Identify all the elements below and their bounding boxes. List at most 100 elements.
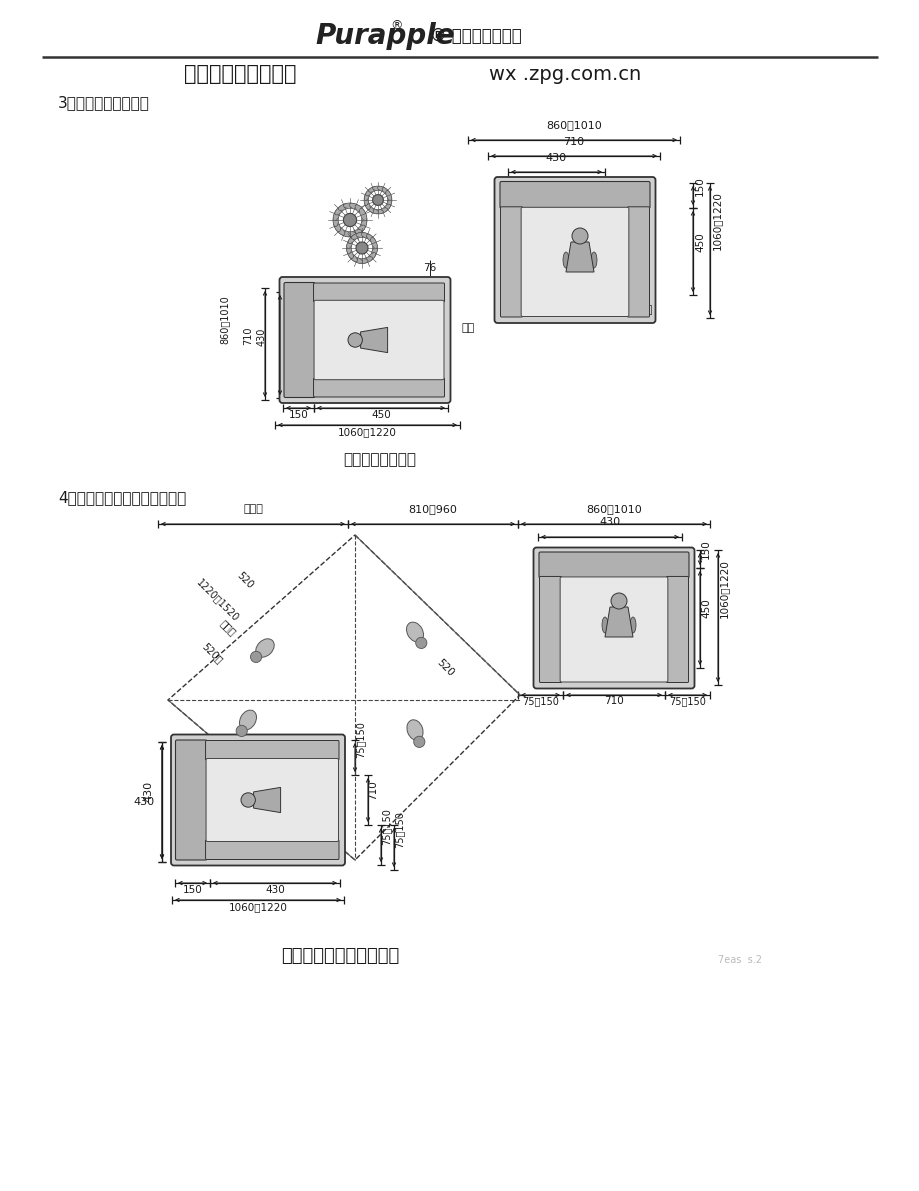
Text: 520～: 520～ bbox=[199, 641, 224, 666]
Text: 710: 710 bbox=[243, 326, 253, 345]
Ellipse shape bbox=[381, 204, 390, 212]
Text: 7eas  s.2: 7eas s.2 bbox=[717, 955, 761, 965]
Text: ®: ® bbox=[390, 19, 403, 32]
FancyBboxPatch shape bbox=[533, 548, 694, 688]
Ellipse shape bbox=[347, 235, 357, 243]
Ellipse shape bbox=[406, 719, 423, 741]
FancyBboxPatch shape bbox=[279, 278, 450, 403]
FancyBboxPatch shape bbox=[665, 576, 687, 682]
Ellipse shape bbox=[366, 235, 375, 243]
Ellipse shape bbox=[346, 237, 353, 249]
FancyBboxPatch shape bbox=[539, 551, 688, 578]
Text: 75～150: 75～150 bbox=[380, 809, 391, 844]
Text: 430: 430 bbox=[265, 885, 285, 894]
Ellipse shape bbox=[349, 230, 361, 237]
FancyBboxPatch shape bbox=[313, 283, 444, 301]
FancyBboxPatch shape bbox=[499, 181, 650, 208]
Ellipse shape bbox=[356, 232, 368, 237]
Text: 430: 430 bbox=[134, 797, 154, 807]
Ellipse shape bbox=[349, 204, 361, 211]
Text: 3、拐角处沙徧椅布置: 3、拐角处沙徧椅布置 bbox=[58, 95, 150, 111]
Text: 1060～1220: 1060～1220 bbox=[228, 902, 287, 912]
Ellipse shape bbox=[343, 231, 357, 237]
Text: 75～150: 75～150 bbox=[668, 696, 705, 706]
Ellipse shape bbox=[370, 237, 377, 249]
FancyBboxPatch shape bbox=[494, 177, 654, 323]
FancyBboxPatch shape bbox=[500, 207, 522, 317]
Ellipse shape bbox=[347, 252, 357, 262]
FancyBboxPatch shape bbox=[520, 207, 629, 317]
Ellipse shape bbox=[338, 204, 350, 211]
Circle shape bbox=[415, 637, 426, 649]
Ellipse shape bbox=[346, 242, 351, 254]
Circle shape bbox=[610, 593, 627, 609]
FancyBboxPatch shape bbox=[205, 741, 338, 760]
Text: 520: 520 bbox=[234, 569, 255, 590]
Circle shape bbox=[250, 651, 261, 662]
Ellipse shape bbox=[377, 208, 387, 213]
Text: 150: 150 bbox=[694, 176, 704, 195]
FancyBboxPatch shape bbox=[171, 735, 345, 866]
Text: 椅庨: 椅庨 bbox=[640, 305, 652, 314]
Text: 150: 150 bbox=[700, 540, 710, 559]
Circle shape bbox=[356, 242, 368, 254]
Text: 椅庨: 椅庨 bbox=[461, 323, 475, 333]
Text: 75～150: 75～150 bbox=[355, 721, 365, 757]
Ellipse shape bbox=[255, 638, 274, 657]
Circle shape bbox=[241, 793, 255, 807]
FancyBboxPatch shape bbox=[313, 300, 444, 380]
Text: 710: 710 bbox=[562, 137, 584, 146]
Ellipse shape bbox=[361, 257, 372, 263]
Ellipse shape bbox=[590, 252, 596, 268]
Text: 1060～1220: 1060～1220 bbox=[711, 192, 721, 250]
Ellipse shape bbox=[338, 230, 350, 237]
Circle shape bbox=[236, 725, 247, 736]
Text: 520: 520 bbox=[435, 657, 456, 679]
Text: 4、可通行的拐角处沙徧椅布置: 4、可通行的拐角处沙徧椅布置 bbox=[58, 491, 186, 505]
Text: 150: 150 bbox=[289, 410, 308, 420]
Ellipse shape bbox=[351, 232, 362, 239]
Ellipse shape bbox=[406, 622, 423, 642]
Circle shape bbox=[347, 332, 362, 348]
Ellipse shape bbox=[364, 191, 369, 200]
Ellipse shape bbox=[562, 252, 568, 268]
FancyBboxPatch shape bbox=[560, 576, 667, 682]
Ellipse shape bbox=[370, 248, 377, 258]
FancyBboxPatch shape bbox=[539, 576, 561, 682]
FancyBboxPatch shape bbox=[206, 759, 338, 842]
Ellipse shape bbox=[368, 208, 379, 213]
Circle shape bbox=[343, 213, 357, 226]
Ellipse shape bbox=[335, 225, 345, 235]
Polygon shape bbox=[254, 787, 280, 812]
FancyBboxPatch shape bbox=[176, 740, 207, 860]
Text: 75～150: 75～150 bbox=[393, 811, 403, 848]
Ellipse shape bbox=[356, 258, 368, 263]
Text: 430: 430 bbox=[599, 517, 620, 526]
Ellipse shape bbox=[385, 199, 391, 210]
Text: 拐角处沙发椅布置: 拐角处沙发椅布置 bbox=[343, 453, 416, 468]
Ellipse shape bbox=[372, 210, 383, 214]
Text: 1220～1520: 1220～1520 bbox=[195, 576, 241, 623]
Ellipse shape bbox=[359, 208, 367, 220]
Ellipse shape bbox=[343, 202, 357, 208]
Text: 76: 76 bbox=[423, 263, 437, 273]
Text: 860～1010: 860～1010 bbox=[546, 120, 601, 130]
Ellipse shape bbox=[333, 219, 340, 232]
Ellipse shape bbox=[351, 257, 362, 263]
Text: 可通行的拐角处沙发布置: 可通行的拐角处沙发布置 bbox=[280, 947, 399, 965]
Text: 中国豪宅整装领跑者: 中国豪宅整装领跑者 bbox=[184, 64, 296, 85]
Ellipse shape bbox=[364, 194, 369, 205]
Ellipse shape bbox=[381, 188, 390, 195]
Text: 860～1010: 860～1010 bbox=[585, 504, 641, 515]
Text: 扶手: 扶手 bbox=[343, 353, 357, 363]
Polygon shape bbox=[360, 328, 387, 353]
Text: 450: 450 bbox=[370, 410, 391, 420]
Text: 1060～1220: 1060～1220 bbox=[337, 428, 396, 437]
FancyBboxPatch shape bbox=[627, 207, 649, 317]
Ellipse shape bbox=[361, 232, 372, 239]
Ellipse shape bbox=[346, 248, 353, 258]
Text: 变化的: 变化的 bbox=[243, 504, 263, 515]
Ellipse shape bbox=[355, 225, 365, 235]
Polygon shape bbox=[565, 242, 594, 272]
Circle shape bbox=[414, 736, 425, 748]
